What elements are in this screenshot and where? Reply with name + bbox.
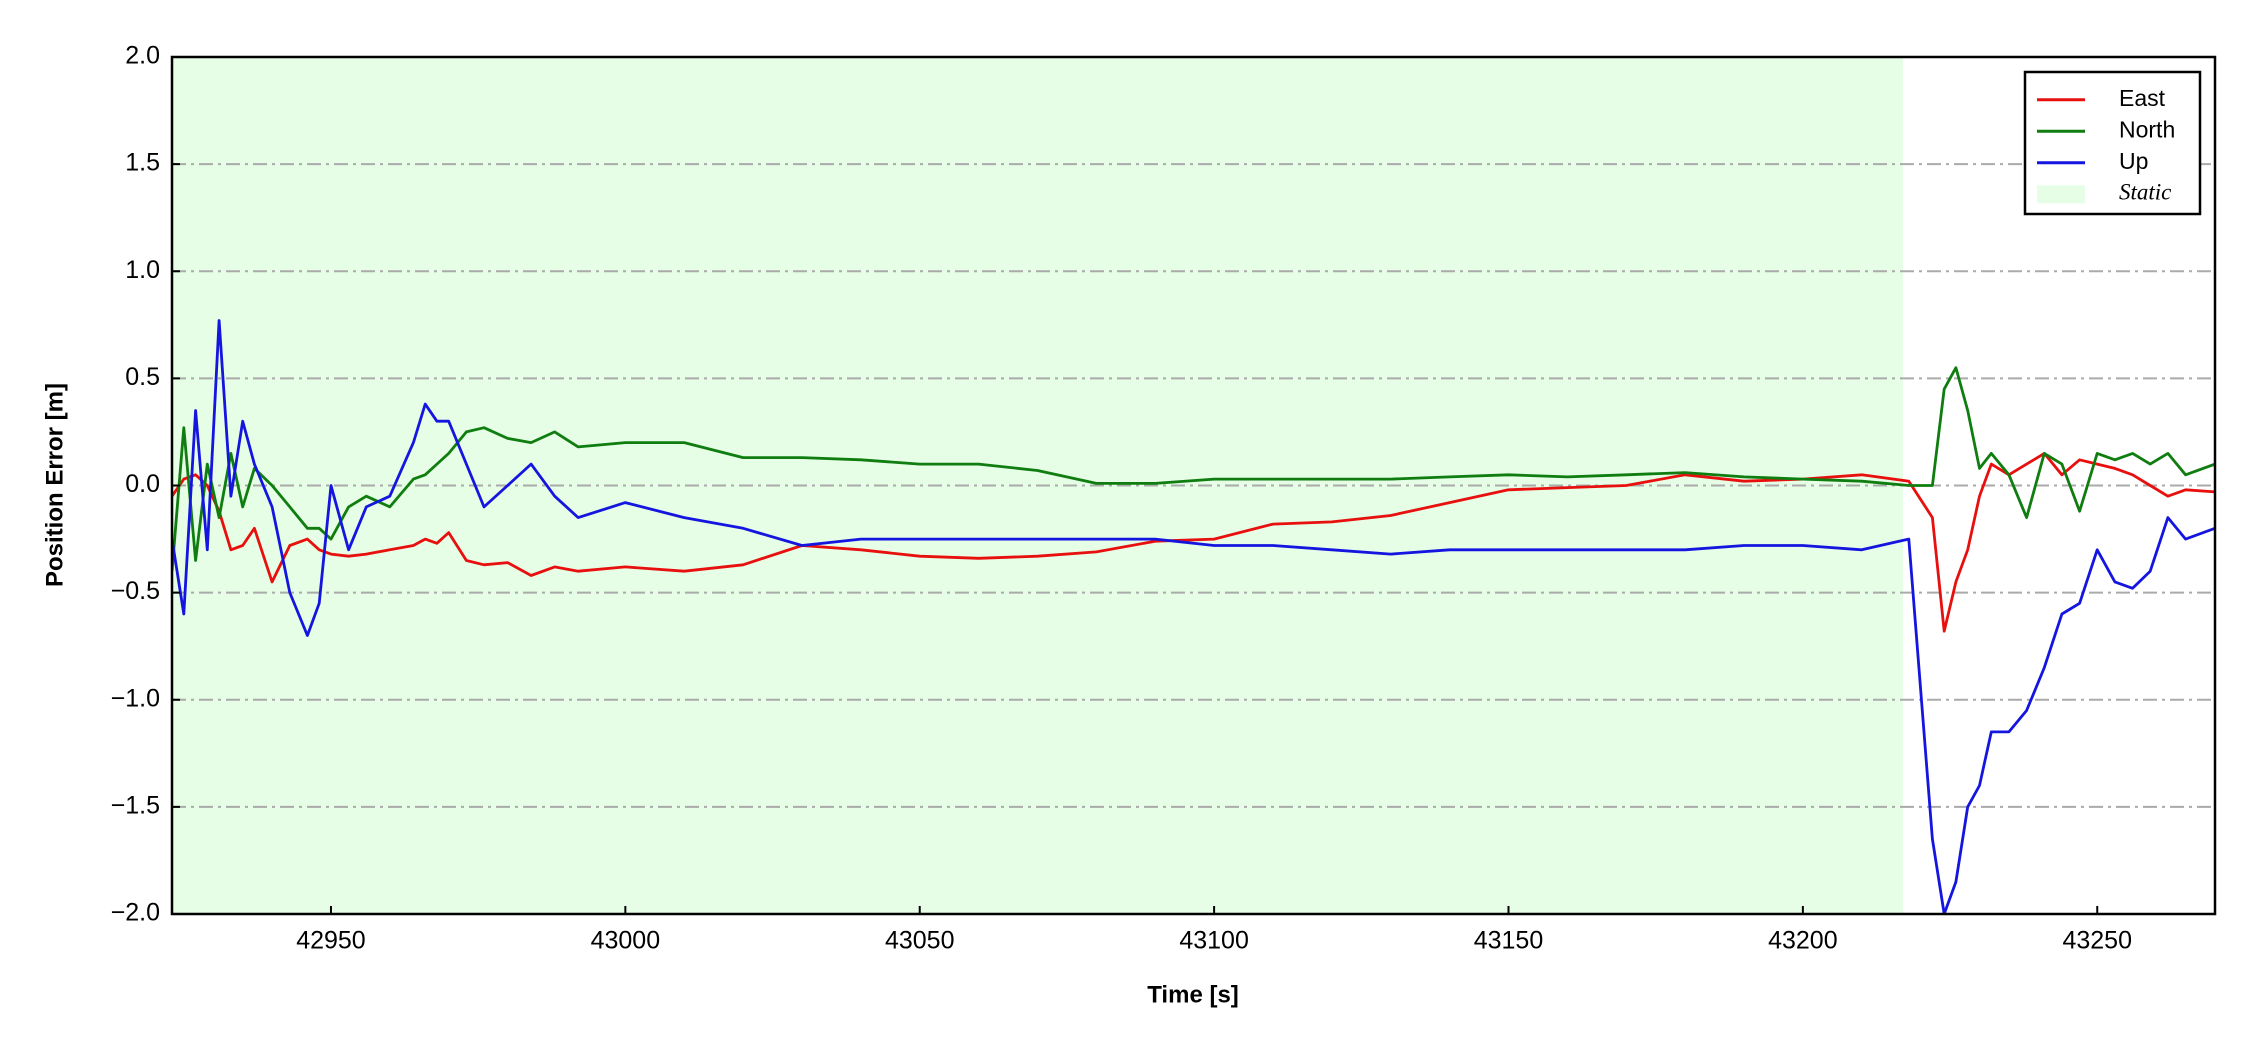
x-axis-label: Time [s] <box>1147 981 1239 1008</box>
y-tick-label: −1.5 <box>111 791 160 819</box>
x-tick-label: 43050 <box>885 927 955 955</box>
tick-layer: 2.0 1.5 1.0 0.5 0.0 −0.5 −1.0 −1.5 −2.0 42950 4300… <box>111 42 2132 955</box>
y-axis-label: Position Error [m] <box>41 383 68 587</box>
x-tick-label: 43200 <box>1768 927 1838 955</box>
x-tick-label: 43150 <box>1474 927 1544 955</box>
x-tick-label: 42950 <box>296 927 366 955</box>
legend-label: East <box>2119 85 2166 111</box>
legend-swatch <box>2037 185 2085 204</box>
line-layer <box>172 319 2215 914</box>
y-tick-label: −2.0 <box>111 899 160 927</box>
x-tick-label: 43000 <box>591 927 661 955</box>
y-tick-label: 0.0 <box>125 470 160 498</box>
y-tick-label: 1.5 <box>125 149 160 177</box>
y-tick-label: 0.5 <box>125 363 160 391</box>
x-tick-label: 43250 <box>2062 927 2132 955</box>
legend-label: Static <box>2119 180 2171 205</box>
y-tick-label: 2.0 <box>125 42 160 70</box>
series-line <box>172 319 2215 914</box>
legend: East North Up Static <box>2023 70 2202 216</box>
legend-label: Up <box>2119 148 2148 174</box>
x-tick-label: 43100 <box>1179 927 1249 955</box>
y-tick-label: −0.5 <box>111 577 160 605</box>
legend-label: North <box>2119 116 2175 142</box>
y-tick-label: 1.0 <box>125 256 160 284</box>
series-line <box>172 366 2215 572</box>
y-tick-label: −1.0 <box>111 684 160 712</box>
